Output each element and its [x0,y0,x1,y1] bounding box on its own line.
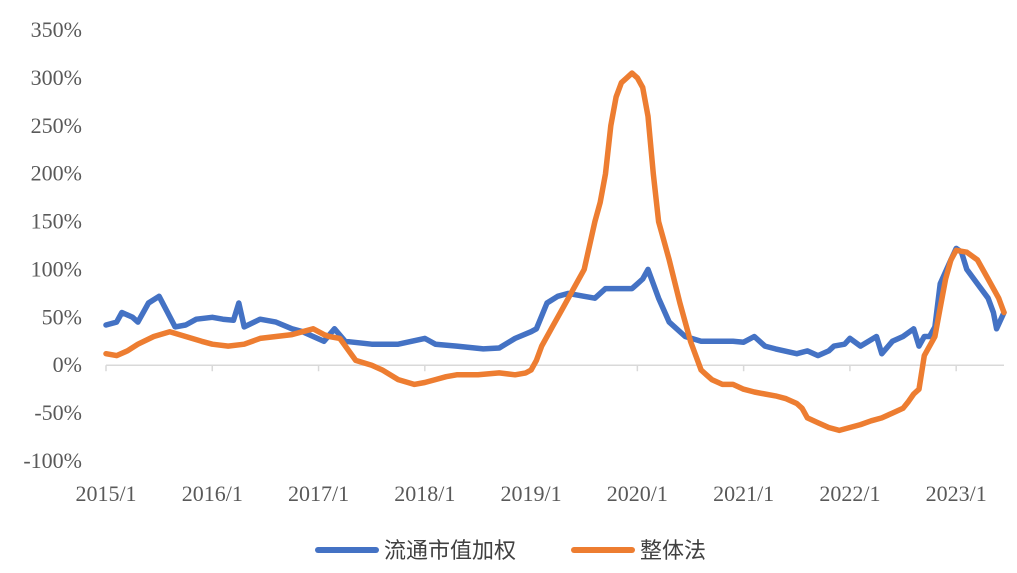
y-tick-label: 250% [31,113,82,138]
x-axis-labels: 2015/1 2016/1 2017/1 2018/1 2019/1 2020/1 2021… [75,365,987,506]
x-tick-label: 2021/1 [713,481,774,506]
x-tick-label: 2020/1 [607,481,668,506]
y-tick-label: -100% [23,448,82,473]
legend: 流通市值加权 整体法 [315,539,706,564]
y-tick-label: 200% [31,161,82,186]
x-tick-label: 2018/1 [394,481,455,506]
series-line-0 [103,245,1007,359]
x-tick-label: 2015/1 [75,481,136,506]
y-tick-label: 350% [31,17,82,42]
y-tick-label: 0% [53,352,82,377]
y-tick-label: -50% [34,400,82,425]
x-tick-label: 2022/1 [819,481,880,506]
y-tick-label: 50% [42,304,82,329]
x-tick-label: 2017/1 [288,481,349,506]
y-tick-label: 150% [31,209,82,234]
x-tick-label: 2016/1 [182,481,243,506]
series-line-1 [103,70,1007,434]
y-axis-labels: -100% -50% 0% 50% 100% 150% 200% 250% 300% 350% [23,17,82,473]
x-tick-label: 2023/1 [926,481,987,506]
legend-label: 整体法 [640,539,706,564]
series-lines [103,70,1007,434]
legend-label: 流通市值加权 [384,539,516,564]
y-tick-label: 300% [31,65,82,90]
y-tick-label: 100% [31,256,82,281]
x-tick-label: 2019/1 [501,481,562,506]
